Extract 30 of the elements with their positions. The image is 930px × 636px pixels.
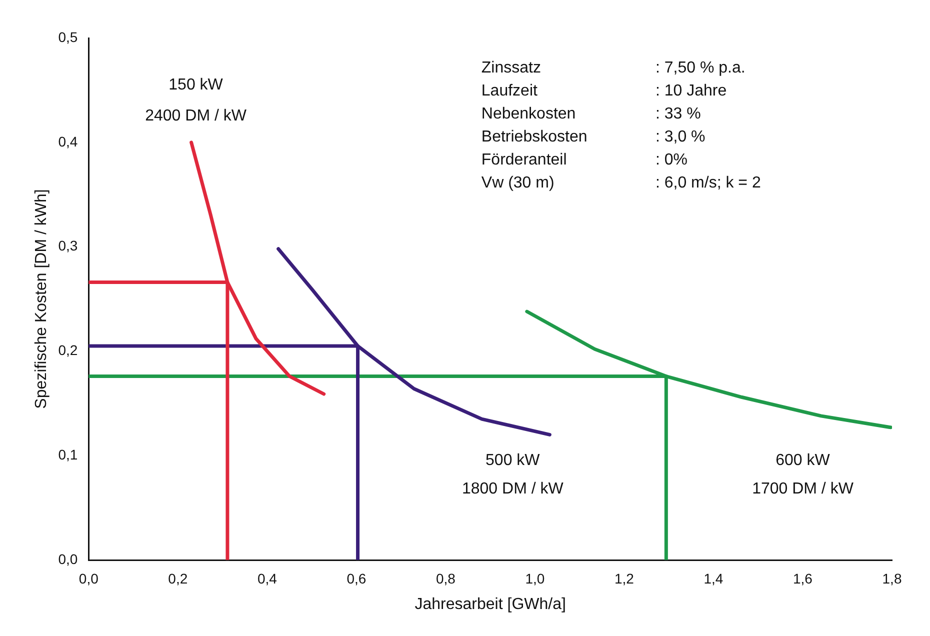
annotation: 600 kW: [776, 452, 831, 470]
y-tick-label: 0,2: [58, 342, 78, 358]
annotation: 150 kW: [168, 76, 224, 94]
x-tick-label: 1,8: [882, 570, 902, 586]
y-axis-title: Spezifische Kosten [DM / kWh]: [33, 189, 50, 409]
text: Nebenkosten : 33 %: [481, 105, 701, 122]
annotation: 1800 DM / kW: [462, 480, 564, 498]
x-tick-label: 0,6: [346, 570, 366, 586]
x-tick-label: 0,4: [257, 570, 278, 586]
x-tick-label: 0,8: [436, 570, 456, 586]
annotation: 1700 DM / kW: [752, 480, 854, 498]
text: Vw (30 m) : 6,0 m/s; k = 2: [481, 174, 761, 192]
x-axis-title: Jahresarbeit [GWh/a]: [414, 596, 566, 613]
x-tick-label: 1,2: [614, 570, 634, 586]
text: Zinssatz : 7,50 % p.a.: [481, 59, 746, 76]
annotation: 2400 DM / kW: [145, 108, 248, 125]
annotation: 500 kW: [486, 452, 541, 470]
y-tick-label: 0,0: [58, 550, 78, 567]
y-tick-label: 0,5: [58, 28, 78, 45]
x-tick-label: 1,4: [704, 570, 724, 586]
x-tick-label: 1,0: [525, 570, 545, 586]
text: Laufzeit : 10 Jahre: [481, 82, 727, 100]
y-tick-label: 0,4: [58, 133, 78, 150]
x-tick-label: 0,0: [78, 570, 99, 586]
x-tick-label: 1,6: [793, 570, 813, 586]
x-tick-label: 0,2: [168, 570, 188, 586]
text: Förderanteil : 0%: [481, 151, 688, 168]
text: Betriebskosten : 3,0 %: [481, 128, 706, 146]
y-tick-label: 0,1: [58, 446, 78, 462]
y-tick-label: 0,3: [58, 238, 78, 254]
